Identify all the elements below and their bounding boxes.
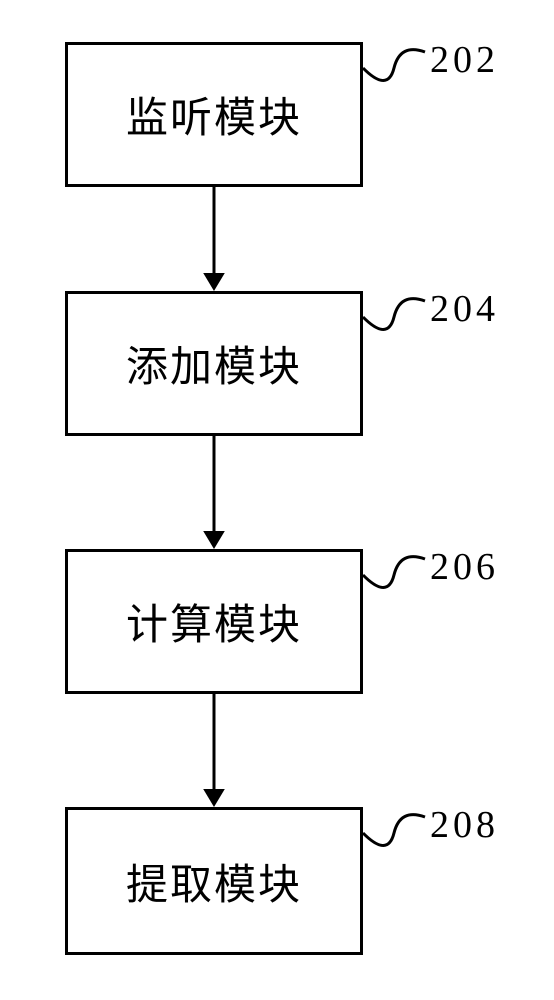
flowchart-node: 计算模块 [65, 549, 363, 694]
reference-number: 202 [430, 38, 499, 82]
flowchart-arrow [194, 694, 234, 807]
flowchart-node: 提取模块 [65, 807, 363, 955]
flowchart-arrow [194, 187, 234, 291]
flowchart-arrow [194, 436, 234, 549]
node-label: 监听模块 [126, 84, 302, 145]
reference-number: 204 [430, 287, 499, 331]
node-label: 添加模块 [126, 333, 302, 394]
reference-connector [353, 271, 435, 347]
node-label: 计算模块 [126, 591, 302, 652]
reference-number: 208 [430, 803, 499, 847]
flowchart-node: 添加模块 [65, 291, 363, 436]
reference-connector [353, 529, 435, 605]
reference-connector [353, 22, 435, 98]
reference-connector [353, 787, 435, 863]
node-label: 提取模块 [126, 851, 302, 912]
flowchart-node: 监听模块 [65, 42, 363, 187]
reference-number: 206 [430, 545, 499, 589]
